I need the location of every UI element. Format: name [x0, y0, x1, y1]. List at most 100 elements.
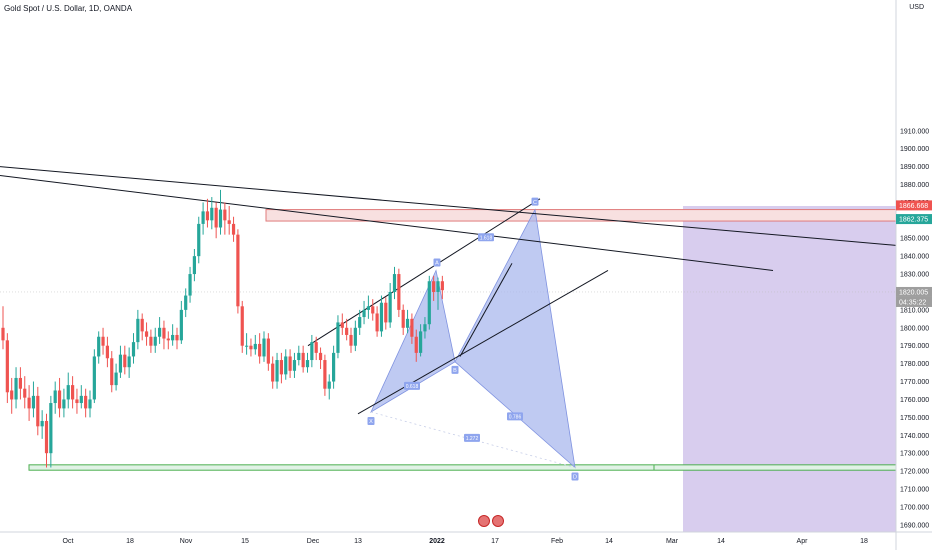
candle-body[interactable] [427, 281, 431, 325]
candle-body[interactable] [175, 334, 179, 341]
candle-body[interactable] [53, 390, 57, 404]
candle-body[interactable] [353, 327, 357, 346]
candle-body[interactable] [75, 399, 79, 404]
candle-body[interactable] [144, 331, 149, 337]
pattern-point-label[interactable]: A [435, 261, 439, 267]
candle-body[interactable] [127, 356, 131, 368]
candle-body[interactable] [271, 363, 275, 382]
trendline-steep[interactable] [459, 263, 513, 357]
candle-body[interactable] [440, 281, 444, 291]
pattern-ratio-label[interactable]: 1.272 [466, 436, 479, 442]
candle-body[interactable] [14, 377, 18, 400]
candle-body[interactable] [140, 318, 144, 332]
candle-body[interactable] [131, 342, 136, 357]
pattern-ratio-label[interactable]: 1.618 [480, 235, 493, 241]
candle-body[interactable] [205, 211, 210, 221]
candle-body[interactable] [292, 360, 297, 371]
event-flag-icon[interactable] [478, 515, 490, 527]
candle-body[interactable] [249, 345, 253, 350]
candle-body[interactable] [57, 390, 62, 409]
candle-body[interactable] [97, 336, 101, 357]
candle-body[interactable] [405, 318, 410, 328]
candle-body[interactable] [392, 274, 397, 292]
price-tag-red[interactable] [896, 200, 932, 211]
candle-body[interactable] [397, 274, 401, 310]
candle-body[interactable] [284, 356, 288, 375]
candle-body[interactable] [10, 390, 14, 400]
candle-body[interactable] [23, 388, 27, 398]
countdown-label[interactable]: 04:35:22 [899, 299, 926, 306]
candle-body[interactable] [227, 220, 231, 224]
candle-body[interactable] [305, 360, 310, 368]
candle-body[interactable] [314, 342, 318, 353]
price-tag-label[interactable]: 1820.005 [899, 289, 928, 296]
target-projection-zone[interactable] [683, 205, 896, 532]
candle-body[interactable] [275, 360, 279, 382]
candle-body[interactable] [36, 395, 40, 427]
candle-body[interactable] [1, 327, 5, 341]
candle-body[interactable] [110, 358, 114, 386]
candle-body[interactable] [214, 207, 218, 228]
candle-body[interactable] [432, 281, 436, 292]
candle-body[interactable] [188, 274, 192, 296]
candle-body[interactable] [340, 322, 344, 328]
price-tag-label[interactable]: 1862.375 [899, 217, 928, 224]
price-tag-green[interactable] [896, 214, 932, 225]
candle-body[interactable] [153, 336, 157, 346]
candle-body[interactable] [310, 342, 314, 361]
pattern-bcd-triangle[interactable] [454, 208, 576, 469]
candle-body[interactable] [223, 209, 227, 221]
candle-body[interactable] [44, 420, 49, 454]
event-flag-icon[interactable] [492, 515, 504, 527]
support-zone[interactable] [28, 464, 897, 471]
candle-body[interactable] [279, 360, 283, 375]
price-tag-gray[interactable] [896, 286, 932, 297]
candle-body[interactable] [123, 354, 127, 368]
candle-body[interactable] [27, 397, 31, 409]
candle-body[interactable] [318, 352, 323, 361]
pattern-point-label[interactable]: X [369, 419, 373, 425]
candle-body[interactable] [419, 331, 423, 353]
candle-body[interactable] [40, 420, 44, 427]
candle-body[interactable] [231, 223, 236, 235]
candle-body[interactable] [210, 207, 214, 221]
candle-body[interactable] [49, 403, 53, 454]
candle-body[interactable] [184, 295, 188, 310]
candle-body[interactable] [162, 327, 166, 339]
candle-body[interactable] [88, 399, 92, 409]
candle-body[interactable] [114, 372, 118, 386]
price-tag-label[interactable]: 1866.668 [899, 203, 928, 210]
currency-label[interactable]: USD [909, 4, 924, 11]
candle-body[interactable] [105, 345, 109, 359]
candle-body[interactable] [336, 322, 340, 353]
candle-body[interactable] [379, 302, 384, 332]
candle-body[interactable] [62, 399, 66, 409]
pattern-point-label[interactable]: D [573, 475, 577, 481]
candle-body[interactable] [332, 352, 336, 382]
candle-body[interactable] [349, 334, 353, 346]
candle-body[interactable] [179, 309, 183, 341]
pattern-point-label[interactable]: C [533, 200, 537, 206]
candle-body[interactable] [258, 343, 262, 357]
candle-body[interactable] [266, 338, 270, 364]
candle-body[interactable] [218, 209, 223, 228]
candle-body[interactable] [375, 313, 379, 332]
candle-body[interactable] [66, 385, 70, 400]
candle-body[interactable] [240, 306, 244, 346]
candle-body[interactable] [423, 324, 427, 332]
candle-body[interactable] [236, 234, 240, 307]
candle-body[interactable] [401, 309, 405, 328]
trendline-upper-long[interactable] [0, 166, 897, 246]
candle-body[interactable] [436, 281, 440, 292]
candle-body[interactable] [92, 356, 96, 400]
candle-body[interactable] [158, 327, 162, 337]
candle-body[interactable] [136, 318, 140, 343]
symbol-title[interactable]: Gold Spot / U.S. Dollar, 1D, OANDA [4, 4, 133, 13]
candle-body[interactable] [410, 318, 414, 337]
candle-body[interactable] [201, 211, 205, 224]
candle-body[interactable] [288, 356, 292, 371]
candle-body[interactable] [366, 306, 370, 310]
candle-body[interactable] [327, 381, 331, 389]
